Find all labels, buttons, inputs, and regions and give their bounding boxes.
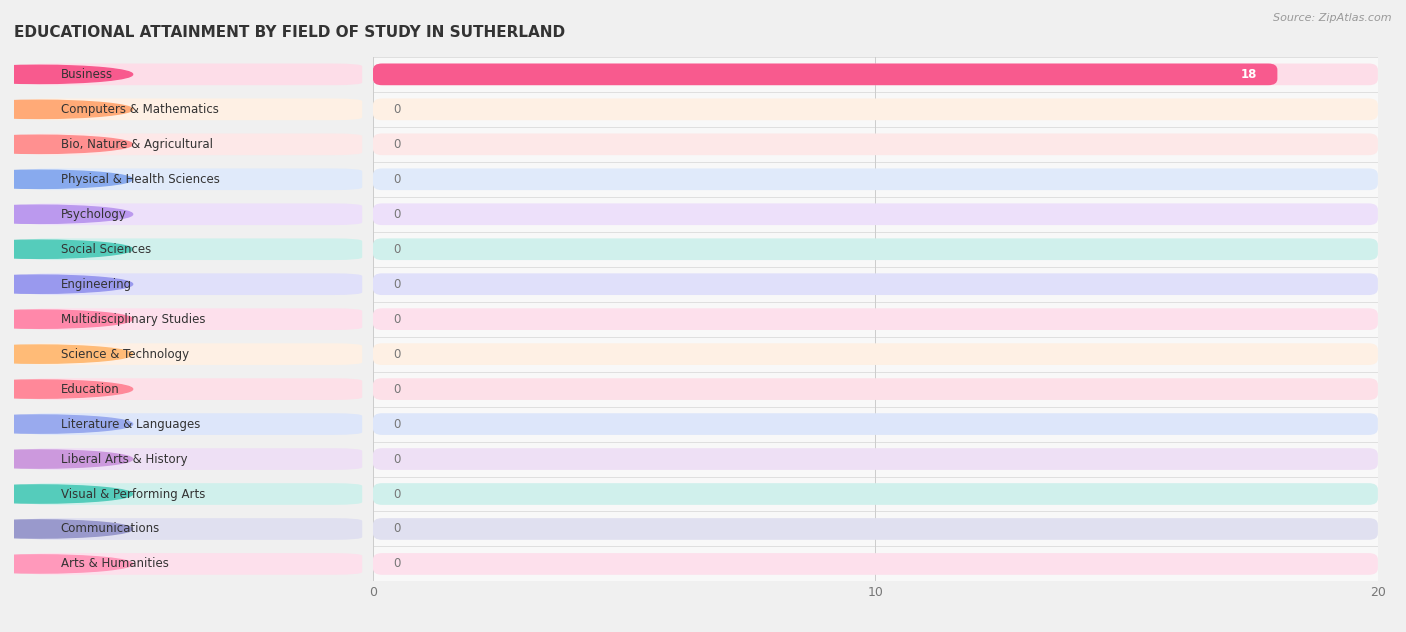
Text: Source: ZipAtlas.com: Source: ZipAtlas.com [1274,13,1392,23]
Text: Multidisciplinary Studies: Multidisciplinary Studies [60,313,205,325]
Text: 0: 0 [394,208,401,221]
Text: 0: 0 [394,313,401,325]
FancyBboxPatch shape [373,64,1278,85]
Text: 0: 0 [394,453,401,466]
FancyBboxPatch shape [373,553,1378,574]
Circle shape [0,275,132,293]
Circle shape [0,135,132,154]
Text: 0: 0 [394,557,401,571]
Text: Engineering: Engineering [60,277,132,291]
FancyBboxPatch shape [25,343,363,365]
Circle shape [0,345,132,363]
Text: 0: 0 [394,382,401,396]
FancyBboxPatch shape [25,308,363,330]
Text: 0: 0 [394,138,401,151]
Circle shape [0,100,132,118]
Text: 0: 0 [394,277,401,291]
FancyBboxPatch shape [373,204,1378,225]
Circle shape [0,555,132,573]
Text: Arts & Humanities: Arts & Humanities [60,557,169,571]
Circle shape [0,520,132,538]
Text: Communications: Communications [60,523,160,535]
Text: Computers & Mathematics: Computers & Mathematics [60,103,218,116]
FancyBboxPatch shape [373,343,1378,365]
Circle shape [0,415,132,433]
FancyBboxPatch shape [25,238,363,260]
FancyBboxPatch shape [373,379,1378,400]
Circle shape [0,450,132,468]
FancyBboxPatch shape [373,238,1378,260]
FancyBboxPatch shape [25,133,363,155]
Text: Social Sciences: Social Sciences [60,243,150,256]
FancyBboxPatch shape [25,169,363,190]
Text: Psychology: Psychology [60,208,127,221]
FancyBboxPatch shape [373,413,1378,435]
Text: Visual & Performing Arts: Visual & Performing Arts [60,487,205,501]
FancyBboxPatch shape [25,64,363,85]
Circle shape [0,205,132,223]
FancyBboxPatch shape [25,204,363,225]
Circle shape [0,170,132,188]
Text: 0: 0 [394,418,401,430]
Circle shape [0,310,132,328]
FancyBboxPatch shape [25,413,363,435]
Text: Physical & Health Sciences: Physical & Health Sciences [60,173,219,186]
FancyBboxPatch shape [25,274,363,295]
Text: Bio, Nature & Agricultural: Bio, Nature & Agricultural [60,138,212,151]
Circle shape [0,65,132,83]
FancyBboxPatch shape [373,274,1378,295]
FancyBboxPatch shape [373,64,1378,85]
Text: 0: 0 [394,523,401,535]
Text: 18: 18 [1241,68,1257,81]
Text: Liberal Arts & History: Liberal Arts & History [60,453,187,466]
FancyBboxPatch shape [373,133,1378,155]
Text: 0: 0 [394,103,401,116]
FancyBboxPatch shape [373,169,1378,190]
Text: 0: 0 [394,487,401,501]
FancyBboxPatch shape [373,483,1378,505]
Text: Science & Technology: Science & Technology [60,348,188,361]
FancyBboxPatch shape [25,99,363,120]
Text: Literature & Languages: Literature & Languages [60,418,200,430]
Circle shape [0,380,132,398]
FancyBboxPatch shape [373,99,1378,120]
Text: Education: Education [60,382,120,396]
FancyBboxPatch shape [25,553,363,574]
FancyBboxPatch shape [25,379,363,400]
FancyBboxPatch shape [373,448,1378,470]
Text: 0: 0 [394,173,401,186]
FancyBboxPatch shape [25,448,363,470]
FancyBboxPatch shape [25,518,363,540]
Text: 0: 0 [394,348,401,361]
Circle shape [0,485,132,503]
Text: Business: Business [60,68,112,81]
FancyBboxPatch shape [373,518,1378,540]
Text: 0: 0 [394,243,401,256]
Text: EDUCATIONAL ATTAINMENT BY FIELD OF STUDY IN SUTHERLAND: EDUCATIONAL ATTAINMENT BY FIELD OF STUDY… [14,25,565,40]
Circle shape [0,240,132,258]
FancyBboxPatch shape [25,483,363,505]
FancyBboxPatch shape [373,308,1378,330]
